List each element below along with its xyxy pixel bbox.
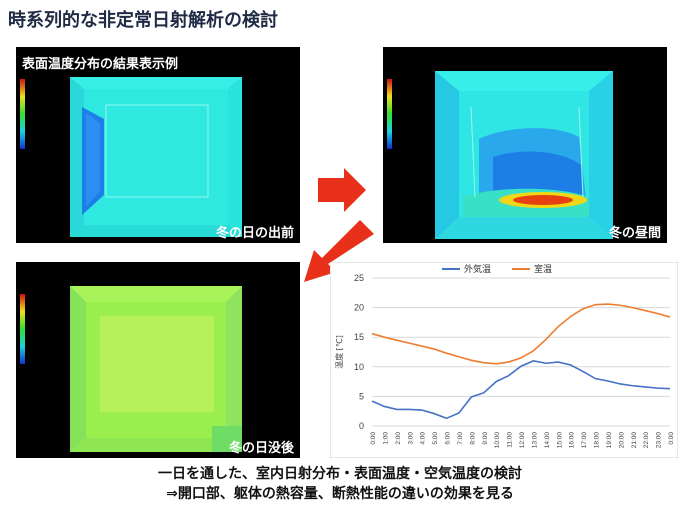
y-tick-label: 25: [354, 273, 364, 283]
temperature-render-noon: [387, 71, 613, 239]
x-tick-label: 20:00: [618, 432, 625, 449]
y-axis-label: 温度 [℃]: [334, 335, 344, 369]
x-tick-label: 3:00: [407, 432, 414, 445]
panel-label-sunset: 冬の日没後: [228, 441, 294, 456]
x-tick-label: 13:00: [531, 432, 538, 449]
panel-sunset: 冬の日没後: [16, 262, 300, 458]
legend-label: 外気温: [464, 263, 491, 275]
x-tick-label: 5:00: [432, 432, 439, 445]
panel-header: 表面温度分布の結果表示例: [22, 57, 179, 72]
arrow-right-icon: [318, 168, 366, 212]
y-tick-label: 20: [354, 303, 364, 313]
x-tick-label: 6:00: [445, 432, 452, 445]
series-line-0: [371, 360, 671, 420]
x-tick-label: 0:00: [370, 432, 377, 445]
x-tick-label: 9:00: [482, 432, 489, 445]
y-tick-label: 10: [354, 362, 364, 372]
caption-line-1: 一日を通した、室内日射分布・表面温度・空気温度の検討: [158, 466, 522, 482]
temperature-render-sunset: [20, 286, 242, 452]
y-tick-label: 5: [359, 391, 364, 401]
y-tick-label: 15: [354, 332, 364, 342]
x-tick-label: 0:00: [668, 432, 675, 445]
y-tick-label: 0: [359, 421, 364, 431]
x-tick-label: 23:00: [656, 432, 663, 449]
temperature-render-sunrise: [20, 77, 242, 237]
page-title: 時系列的な非定常日射解析の検討: [8, 10, 278, 31]
panel-label-sunrise: 冬の日の出前: [215, 226, 294, 241]
x-tick-label: 10:00: [494, 432, 501, 449]
x-tick-label: 17:00: [581, 432, 588, 449]
x-tick-label: 16:00: [569, 432, 576, 449]
x-tick-label: 8:00: [469, 432, 476, 445]
x-tick-label: 2:00: [395, 432, 402, 445]
chart-background: [330, 262, 678, 458]
x-tick-label: 15:00: [556, 432, 563, 449]
x-tick-label: 1:00: [382, 432, 389, 445]
caption-line-2: ⇒開口部、躯体の熱容量、断熱性能の違いの効果を見る: [166, 486, 514, 502]
series-line-1: [371, 303, 671, 365]
legend-label: 室温: [534, 263, 552, 275]
panel-sunrise: 表面温度分布の結果表示例 冬の日の出前: [16, 47, 300, 243]
x-tick-label: 11:00: [507, 432, 514, 448]
x-tick-label: 14:00: [544, 432, 551, 449]
x-tick-label: 21:00: [631, 432, 638, 449]
x-tick-label: 12:00: [519, 432, 526, 449]
arrow-down-left-icon: [304, 220, 374, 282]
x-tick-label: 4:00: [420, 432, 427, 445]
x-tick-label: 19:00: [606, 432, 613, 449]
panel-label-noon: 冬の昼間: [608, 226, 661, 241]
x-tick-label: 18:00: [594, 432, 601, 449]
temperature-line-chart: 0 5 10 15 20 25 0:00 1:00 2:00 3:00 4:00 5:00 6:00 7:…: [330, 262, 678, 458]
x-tick-label: 22:00: [643, 432, 650, 449]
x-tick-label: 7:00: [457, 432, 464, 445]
panel-noon: 冬の昼間: [383, 47, 667, 243]
